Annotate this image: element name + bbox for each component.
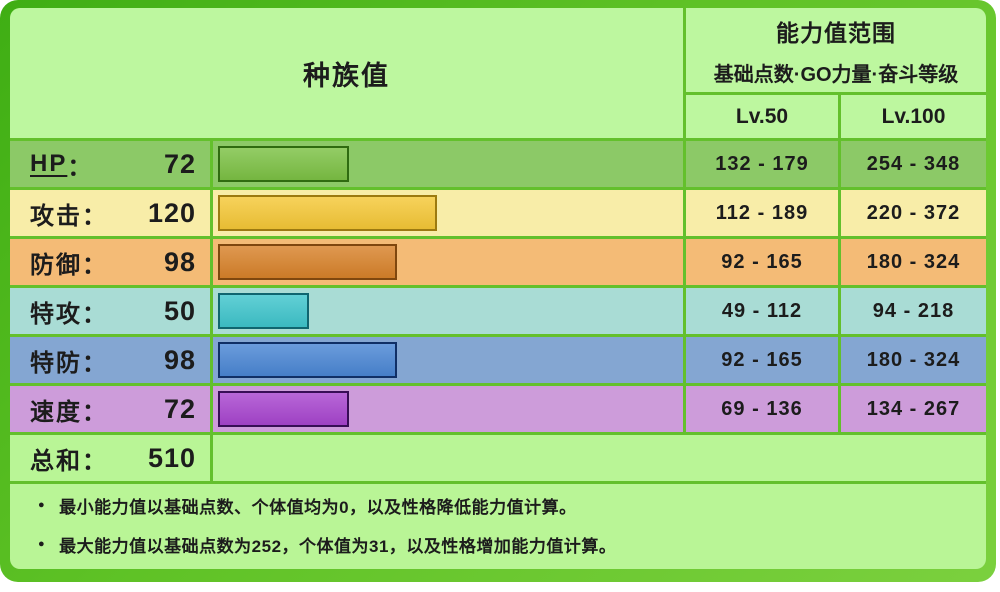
range-lv50-hp: 132 - 179 <box>686 141 838 187</box>
stat-name-hp: HP <box>30 150 68 177</box>
range-lv50-defense: 92 - 165 <box>686 239 838 285</box>
stat-label-cell-hp: HP： 72 <box>10 141 210 187</box>
stat-name-defense: 防御 <box>30 251 82 279</box>
note-min: ● 最小能力值以基础点数、个体值均为0，以及性格降低能力值计算。 <box>38 493 577 518</box>
range-lv50-attack: 112 - 189 <box>686 190 838 236</box>
stat-value-defense: 98 <box>163 246 196 277</box>
stats-table: 种族值 能力值范围 基础点数·GO力量·奋斗等级 Lv.50 Lv.100 HP… <box>10 8 986 569</box>
footnotes: ● 最小能力值以基础点数、个体值均为0，以及性格降低能力值计算。 ● 最大能力值… <box>10 484 986 569</box>
stat-name-sp-attack: 特攻 <box>30 300 82 328</box>
stat-bar-cell-speed <box>213 386 683 432</box>
stat-name-attack: 攻击 <box>30 202 82 230</box>
stats-panel: 种族值 能力值范围 基础点数·GO力量·奋斗等级 Lv.50 Lv.100 HP… <box>10 8 986 569</box>
lv50-label: Lv.50 <box>735 104 789 128</box>
colon: ： <box>82 447 106 475</box>
stat-bar-hp <box>218 146 350 182</box>
range-lv100-sp-attack: 94 - 218 <box>841 288 986 334</box>
stat-name-sp-defense: 特防 <box>30 349 82 377</box>
stat-value-sp-defense: 98 <box>163 344 196 375</box>
note-max-text: 最大能力值以基础点数为252，个体值为31，以及性格增加能力值计算。 <box>59 536 617 556</box>
lv100-label: Lv.100 <box>881 104 946 128</box>
stat-bar-cell-sp-attack <box>213 288 683 334</box>
bullet-icon: ● <box>38 537 46 550</box>
range-lv100-defense: 180 - 324 <box>841 239 986 285</box>
outer-green-frame: 种族值 能力值范围 基础点数·GO力量·奋斗等级 Lv.50 Lv.100 HP… <box>0 0 996 582</box>
range-lv100-speed: 134 - 267 <box>841 386 986 432</box>
stat-value-sp-attack: 50 <box>163 295 196 326</box>
stat-bar-cell-defense <box>213 239 683 285</box>
stat-bar-sp-attack <box>218 293 310 329</box>
note-min-text: 最小能力值以基础点数、个体值均为0，以及性格降低能力值计算。 <box>59 497 577 517</box>
stat-bar-speed <box>218 391 350 427</box>
stat-bar-attack <box>218 195 437 231</box>
range-header: 能力值范围 基础点数·GO力量·奋斗等级 <box>686 8 986 92</box>
stat-value-attack: 120 <box>147 197 196 228</box>
stat-bar-defense <box>218 244 397 280</box>
lv100-column-header: Lv.100 <box>841 95 986 138</box>
total-value: 510 <box>147 442 196 473</box>
range-subtitle: 基础点数·GO力量·奋斗等级 <box>713 63 959 86</box>
stat-label-cell-sp-attack: 特攻： 50 <box>10 288 210 334</box>
colon: ： <box>82 398 106 426</box>
stat-bar-cell-hp <box>213 141 683 187</box>
range-lv100-sp-defense: 180 - 324 <box>841 337 986 383</box>
total-label-cell: 总和： 510 <box>10 435 210 481</box>
stat-bar-cell-sp-defense <box>213 337 683 383</box>
bullet-icon: ● <box>38 498 46 511</box>
base-stats-header: 种族值 <box>10 8 683 138</box>
stat-value-hp: 72 <box>163 148 196 179</box>
range-lv50-sp-attack: 49 - 112 <box>686 288 838 334</box>
total-empty-cell <box>213 435 986 481</box>
range-lv50-sp-defense: 92 - 165 <box>686 337 838 383</box>
stat-bar-cell-attack <box>213 190 683 236</box>
stat-label-cell-attack: 攻击： 120 <box>10 190 210 236</box>
base-stats-title: 种族值 <box>303 60 390 91</box>
range-lv50-speed: 69 - 136 <box>686 386 838 432</box>
range-lv100-hp: 254 - 348 <box>841 141 986 187</box>
stat-label-cell-defense: 防御： 98 <box>10 239 210 285</box>
stat-bar-sp-defense <box>218 342 397 378</box>
range-title: 能力值范围 <box>776 19 896 46</box>
colon: ： <box>82 349 106 377</box>
range-lv100-attack: 220 - 372 <box>841 190 986 236</box>
stat-name-speed: 速度 <box>30 398 82 426</box>
colon: ： <box>82 300 106 328</box>
stat-label-cell-speed: 速度： 72 <box>10 386 210 432</box>
note-max: ● 最大能力值以基础点数为252，个体值为31，以及性格增加能力值计算。 <box>38 532 616 557</box>
stat-value-speed: 72 <box>163 393 196 424</box>
colon: ： <box>67 153 92 181</box>
total-name: 总和 <box>30 447 82 475</box>
stat-label-cell-sp-defense: 特防： 98 <box>10 337 210 383</box>
colon: ： <box>82 251 106 279</box>
lv50-column-header: Lv.50 <box>686 95 838 138</box>
colon: ： <box>82 202 106 230</box>
